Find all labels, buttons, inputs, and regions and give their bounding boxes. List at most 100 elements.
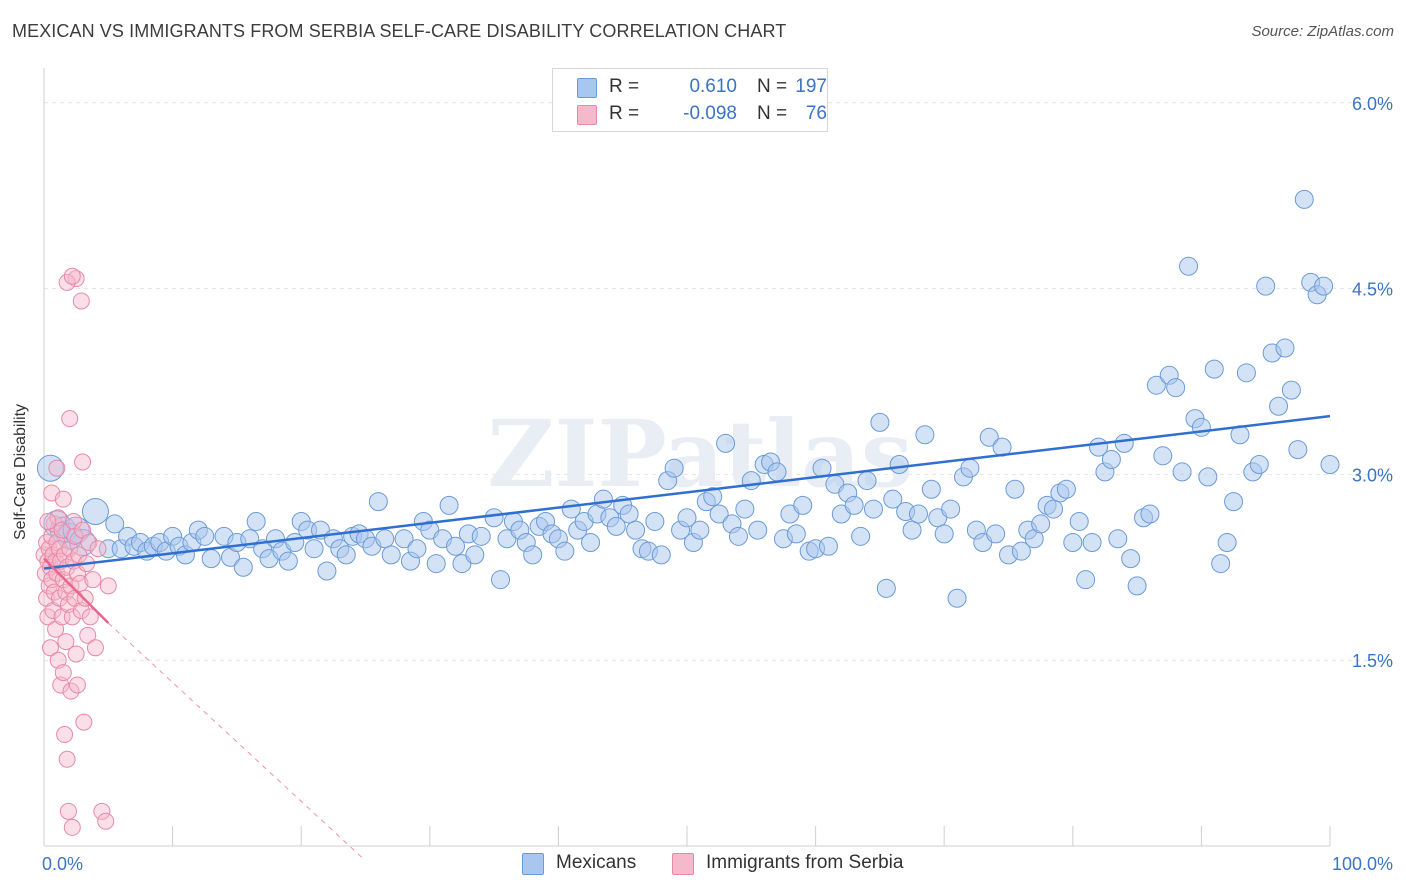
mexicans-point (606, 516, 626, 536)
legend-n-label: N = (757, 76, 788, 97)
legend-r-label: R = (609, 103, 640, 124)
mexicans-point (645, 511, 665, 531)
mexicans-point (1063, 533, 1083, 553)
grid-lines (44, 102, 1394, 661)
serbia-point (54, 664, 72, 682)
mexicans-point (1031, 514, 1051, 534)
serbia-point (58, 750, 76, 768)
mexicans-point (728, 526, 748, 546)
mexicans-point (1005, 479, 1025, 499)
mexicans-point (735, 499, 755, 519)
mexicans-point (1127, 576, 1147, 596)
mexicans-point (857, 471, 877, 491)
mexicans-point (1114, 433, 1134, 453)
mexicans-point (851, 526, 871, 546)
mexicans-point (1082, 533, 1102, 553)
serbia-point (75, 713, 93, 731)
serbia-point (72, 292, 90, 310)
serbia-point (59, 802, 77, 820)
mexicans-point (986, 524, 1006, 544)
mexicans-point (947, 588, 967, 608)
serbia-point (80, 534, 98, 552)
serbia-point (48, 459, 66, 477)
serbia-point (71, 574, 89, 592)
mexicans-point (1211, 554, 1231, 574)
mexicans-point (368, 492, 388, 512)
y-tick-label: 6.0% (1352, 94, 1393, 114)
mexicans-point (278, 551, 298, 571)
mexicans-point (1281, 380, 1301, 400)
serbia-point (63, 608, 81, 626)
serbia-point (39, 512, 57, 530)
source-label: Source: ZipAtlas.com (1251, 23, 1394, 40)
mexicans-point (555, 541, 575, 561)
mexicans-point (979, 427, 999, 447)
mexicans-point (523, 545, 543, 565)
mexicans-point (1153, 446, 1173, 466)
mexicans-point (446, 536, 466, 556)
mexicans-point (741, 471, 761, 491)
y-tick-label: 1.5% (1352, 651, 1393, 671)
serbia-point (68, 676, 86, 694)
mexicans-point (960, 458, 980, 478)
serbia-point (84, 571, 102, 589)
mexicans-point (471, 526, 491, 546)
mexicans-point (581, 533, 601, 553)
serbia-point (86, 639, 104, 657)
mexicans-point (690, 520, 710, 540)
mexicans-point (786, 524, 806, 544)
mexicans-point (709, 504, 729, 524)
mexicans-point (1179, 256, 1199, 276)
series-serbia-points (35, 267, 117, 836)
mexicans-point (619, 504, 639, 524)
mexicans-point (863, 499, 883, 519)
legend-n-label: N = (757, 103, 788, 124)
mexicans-point (1146, 375, 1166, 395)
mexicans-point (1121, 549, 1141, 569)
mexicans-point (394, 529, 414, 549)
serbia-point (52, 676, 70, 694)
mexicans-point (233, 557, 253, 577)
mexicans-point (381, 545, 401, 565)
mexicans-point (941, 499, 961, 519)
mexicans-point (844, 495, 864, 515)
serbia-point (61, 410, 79, 428)
mexicans-point (748, 520, 768, 540)
serbia-point (54, 490, 72, 508)
series-mexicans-points (36, 189, 1340, 608)
serbia-point (99, 577, 117, 595)
mexicans-point (1191, 417, 1211, 437)
mexicans-point (1166, 378, 1186, 398)
serbia-point (79, 626, 97, 644)
mexicans-point (1204, 359, 1224, 379)
mexicans-point (465, 545, 485, 565)
mexicans-point (1044, 499, 1064, 519)
mexicans-point (81, 498, 109, 526)
mexicans-point (767, 462, 787, 482)
serbia-point (56, 726, 74, 744)
mexicans-point (317, 561, 337, 581)
serbia-trend-line (43, 557, 110, 624)
tick-labels: 1.5% 3.0% 4.5% 6.0% 0.0% 100.0% (42, 94, 1393, 874)
mexicans-point (105, 514, 125, 534)
mexicans-point (908, 504, 928, 524)
serbia-point (63, 267, 81, 285)
trend-lines (43, 414, 1331, 859)
mexicans-point (716, 433, 736, 453)
mexicans-trend-line (43, 414, 1331, 570)
legend-swatch-serbia (577, 105, 597, 125)
serbia-point (57, 633, 75, 651)
mexicans-point (934, 524, 954, 544)
y-tick-label: 4.5% (1352, 280, 1393, 300)
legend-r-label: R = (609, 76, 640, 97)
mexicans-point (793, 495, 813, 515)
mexicans-point (1269, 396, 1289, 416)
mexicans-point (1288, 440, 1308, 460)
x-tick-label: 0.0% (42, 854, 83, 874)
mexicans-point (491, 570, 511, 590)
mexicans-point (1320, 454, 1340, 474)
mexicans-point (1056, 479, 1076, 499)
mexicans-point (870, 412, 890, 432)
mexicans-point (703, 487, 723, 507)
